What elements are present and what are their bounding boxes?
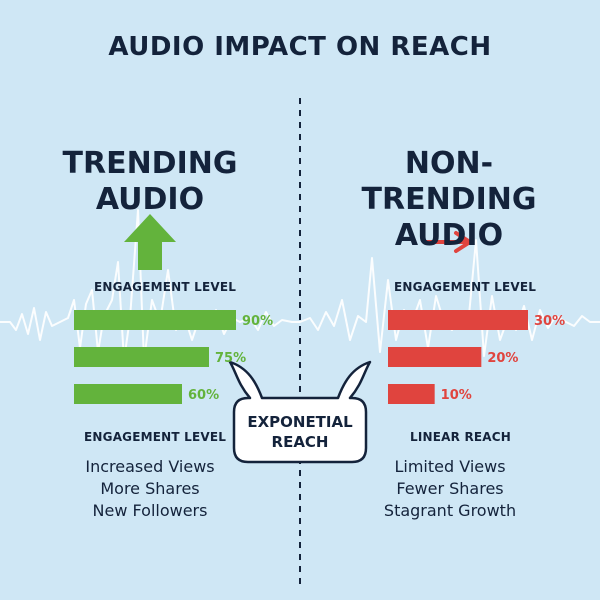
trending-bar-3 [74,384,182,404]
trending-title: TRENDING AUDIO [60,146,240,218]
non-trending-outcome-item: Limited Views [394,457,506,476]
exponential-reach-label: EXPONETIAL REACH [238,412,362,452]
callout-line-2: REACH [271,433,329,451]
trending-title-line-1: TRENDING [62,146,238,181]
non-trending-bar-2 [388,347,482,367]
non-trending-title-line-1: NON-TRENDING [361,146,537,217]
right-arrow-icon [424,231,472,253]
non-trending-value-label-2: 20% [487,351,518,366]
non-trending-value-label-1: 30% [534,314,565,329]
callout-bubble [228,360,372,464]
trending-bar-2 [74,347,209,367]
trending-value-label-2: 75% [215,351,246,366]
trending-outcome-item: More Shares [100,479,200,498]
non-trending-title: NON-TRENDING AUDIO [334,146,564,254]
trending-bottom-label: ENGAGEMENT LEVEL [84,430,227,444]
non-trending-outcome-item: Fewer Shares [396,479,504,498]
non-trending-outcomes: Limited Views Fewer Shares Stagrant Grow… [362,456,538,522]
trending-bar-1 [74,310,236,330]
trending-outcome-item: Increased Views [85,457,215,476]
non-trending-bar-1 [388,310,528,330]
non-trending-outcome-item: Stagrant Growth [383,501,517,520]
callout-line-1: EXPONETIAL [247,413,353,431]
non-trending-top-label: ENGAGEMENT LEVEL [394,280,537,294]
non-trending-bar-3 [388,384,435,404]
trending-value-label-1: 90% [242,314,273,329]
non-trending-title-line-2: AUDIO [394,218,504,253]
trending-value-label-3: 60% [188,388,219,403]
trending-outcomes: Increased Views More Shares New Follower… [60,456,240,522]
non-trending-value-label-3: 10% [441,388,472,403]
up-arrow-icon [124,214,176,270]
page-title: AUDIO IMPACT ON REACH [108,32,492,62]
trending-bars: 90% 75% 60% [74,310,273,404]
non-trending-bars: 30% 20% 10% [388,310,565,404]
trending-top-label: ENGAGEMENT LEVEL [94,280,237,294]
non-trending-bottom-label: LINEAR REACH [410,430,512,444]
trending-title-line-2: AUDIO [95,182,205,217]
trending-outcome-item: New Followers [92,501,208,520]
audio-waveform [0,209,600,361]
